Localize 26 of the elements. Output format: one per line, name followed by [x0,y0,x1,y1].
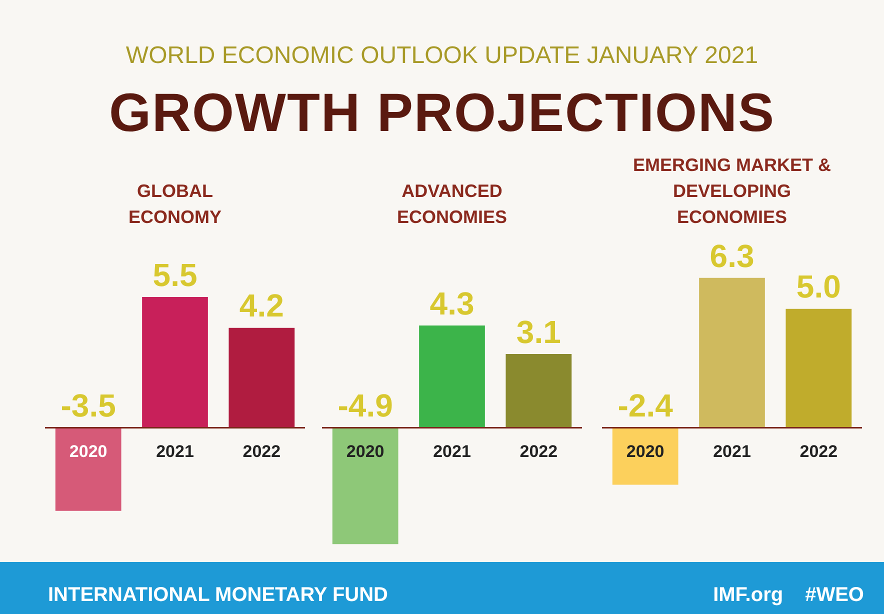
x-tick-label: 2020 [626,442,664,461]
data-label: -3.5 [60,388,116,424]
text: INTERNATIONAL MONETARY FUND [48,584,388,607]
text: #WEO [805,584,864,607]
x-tick-label: 2021 [433,442,471,461]
data-label: 4.3 [430,285,474,322]
data-label: 5.5 [152,256,198,293]
data-label: 5.0 [796,268,841,305]
data-label: 4.2 [239,288,284,324]
text: IMF.org [713,584,784,607]
x-tick-label: 2020 [69,442,108,461]
data-label: 6.3 [710,238,754,274]
data-label: -2.4 [618,388,674,424]
text: WORLD ECONOMIC OUTLOOK UPDATE JANUARY 2021 [124,42,760,70]
data-label: -4.9 [338,388,393,424]
data-label: 3.1 [516,314,561,350]
chart-title: EMERGING MARKET & DEVELOPING ECONOMIES [632,154,832,229]
x-tick-label: 2022 [520,442,558,461]
chart-title: GLOBAL ECONOMY [127,180,222,229]
x-tick-label: 2022 [242,442,281,461]
text: GROWTH PROJECTIONS [108,82,776,144]
x-tick-label: 2020 [346,442,384,461]
x-tick-label: 2021 [713,442,751,461]
chart-title: ADVANCED ECONOMIES [396,180,508,229]
x-tick-label: 2022 [800,442,838,461]
x-tick-label: 2021 [156,442,194,461]
